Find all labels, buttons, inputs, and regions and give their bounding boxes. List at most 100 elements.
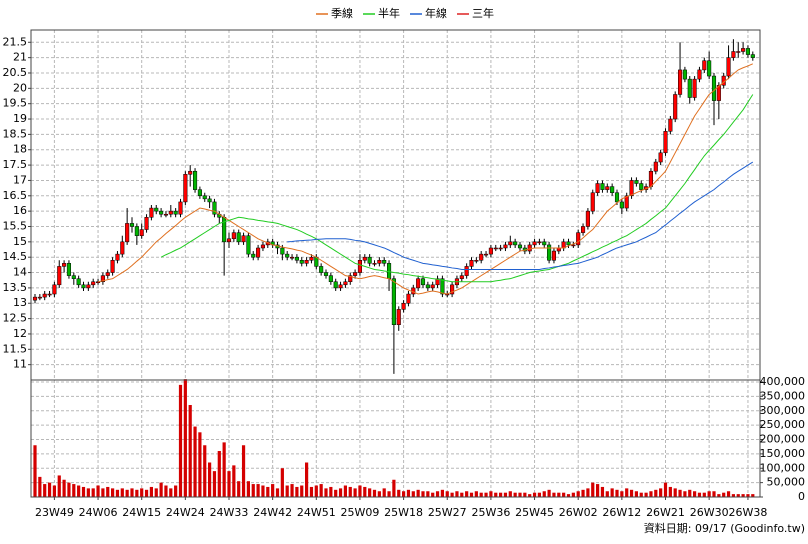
volume-bar — [697, 492, 702, 497]
volume-bar — [305, 462, 309, 497]
volume-bar — [178, 384, 183, 497]
volume-bar — [208, 462, 212, 497]
candle-body — [323, 272, 329, 276]
candle-body — [168, 210, 173, 215]
candle-body — [479, 253, 484, 261]
volume-bar — [591, 482, 595, 497]
volume-bar — [222, 442, 226, 497]
candle-body — [231, 232, 236, 240]
candle-body — [614, 192, 620, 203]
candle-body — [716, 85, 721, 101]
x-tick-label: 24W24 — [166, 506, 205, 519]
candle-body — [328, 275, 333, 283]
candle-body — [188, 170, 193, 175]
volume-bar — [678, 489, 682, 497]
volume-bar — [494, 492, 498, 497]
volume-bar — [581, 489, 585, 497]
volume-bar — [275, 488, 280, 497]
y-tick-label: 16 — [13, 204, 27, 217]
y-tick-label: 15.5 — [3, 219, 28, 232]
y-tick-label: 17 — [13, 173, 27, 186]
volume-bar — [241, 445, 246, 497]
y-tick-label: 18 — [13, 143, 27, 156]
candle-body — [745, 48, 751, 55]
candle-body — [668, 118, 673, 132]
volume-bar — [140, 488, 144, 497]
candle-body — [707, 60, 712, 77]
candle-body — [590, 192, 595, 212]
candle-body — [86, 284, 91, 289]
volume-bar — [397, 489, 401, 497]
candle-body — [624, 195, 629, 209]
candle-body — [193, 170, 198, 190]
candle-body — [736, 51, 741, 53]
candle-body — [653, 161, 658, 172]
candle-body — [290, 256, 295, 259]
volume-bar — [562, 492, 566, 497]
volume-bar — [649, 491, 653, 497]
candle-body — [566, 241, 571, 246]
volume-bar — [707, 491, 711, 497]
volume-bar — [164, 485, 168, 497]
volume-bar — [319, 484, 323, 497]
candle-body — [47, 293, 52, 296]
volume-bar — [722, 492, 726, 497]
candle-body — [134, 226, 139, 236]
candle-body — [527, 244, 532, 252]
volume-bar — [610, 488, 614, 497]
candle-body — [396, 309, 401, 325]
volume-bar — [615, 489, 619, 497]
candle-body — [163, 213, 168, 216]
volume-bar — [717, 494, 721, 497]
y-tick-label: 16.5 — [3, 189, 28, 202]
candle-body — [251, 253, 256, 258]
y-tick-label: 21.5 — [3, 35, 28, 48]
volume-bar — [445, 491, 449, 497]
volume-bar — [285, 485, 289, 497]
volume-bar — [571, 492, 575, 497]
volume-bar — [144, 489, 149, 497]
volume-bar — [343, 485, 347, 497]
x-tick-label: 25W18 — [384, 506, 423, 519]
candle-body — [100, 275, 105, 283]
volume-bar — [377, 491, 381, 497]
y-tick-label: 15 — [13, 235, 27, 248]
volume-bar — [392, 479, 396, 497]
volume-bar — [639, 492, 643, 497]
volume-bar — [402, 491, 406, 497]
candle-body — [37, 296, 42, 299]
volume-bar — [246, 481, 250, 497]
volume-bar — [67, 482, 71, 497]
candle-body — [595, 183, 600, 193]
candle-body — [493, 247, 498, 250]
x-tick-label: 26W12 — [602, 506, 641, 519]
mark-layer — [32, 39, 755, 497]
volume-bar — [300, 485, 304, 497]
candle-body — [144, 217, 149, 230]
x-tick-label: 24W06 — [79, 506, 118, 519]
candle-body — [372, 263, 377, 265]
volume-bar — [712, 491, 716, 497]
candle-body — [66, 263, 72, 276]
candle-body — [57, 266, 62, 286]
legend-label: 半年 — [378, 6, 400, 20]
volume-bar — [237, 481, 241, 497]
candle-body — [406, 293, 411, 304]
candle-body — [682, 69, 687, 80]
volume-bar — [503, 492, 508, 497]
candle-body — [420, 278, 426, 286]
candle-body — [498, 247, 503, 250]
volume-bar — [523, 492, 527, 497]
volume-bar — [746, 494, 750, 497]
volume-bar — [115, 489, 120, 497]
volume-bar — [518, 492, 522, 497]
candle-body — [236, 232, 241, 243]
volume-bar — [683, 491, 687, 497]
volume-bar — [251, 484, 255, 497]
candle-body — [299, 260, 304, 264]
candle-body — [459, 275, 464, 279]
volume-bar — [489, 491, 493, 497]
volume-bar — [411, 491, 415, 497]
candle-body — [440, 278, 445, 295]
